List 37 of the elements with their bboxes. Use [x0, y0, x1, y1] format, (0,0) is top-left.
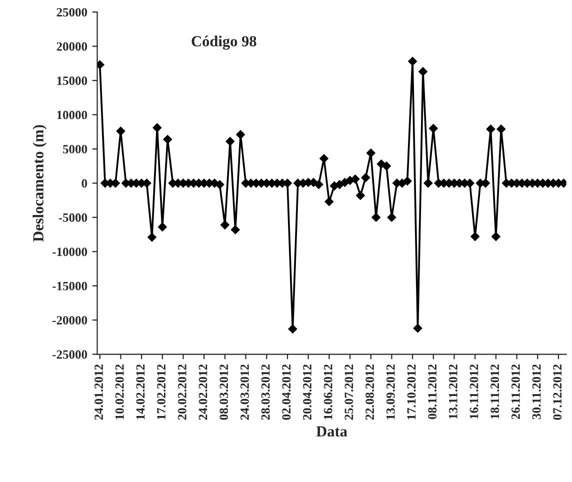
y-tick-label: -15000 [52, 282, 88, 290]
x-tick-label: 25.07.2012 [344, 364, 354, 420]
x-tick-label: 20.04.2012 [303, 364, 312, 420]
x-tick-label: 14.02.2012 [136, 364, 145, 420]
x-tick-label: 13.09.2012 [386, 364, 395, 420]
x-tick-label: 10.02.2012 [115, 364, 124, 420]
x-tick-label: 08.03.2012 [220, 364, 228, 420]
text: Código 98 [192, 36, 256, 50]
y-tick-label: 25000 [56, 8, 88, 17]
x-tick-label: 26.11.2012 [511, 364, 520, 420]
x-tick-label: 28.03.2012 [261, 364, 270, 420]
x-tick-label: 13.11.2012 [448, 364, 458, 419]
y-tick-label: 10000 [57, 110, 88, 120]
x-tick-label: 07.12.2012 [553, 364, 562, 420]
x-tick-label: 20.02.2012 [178, 364, 186, 420]
x-tick-label: 08.11.2012 [428, 364, 437, 420]
x-tick-label: 30.11.2012 [532, 364, 541, 420]
x-tick-label: 16.11.2012 [470, 364, 478, 419]
x-tick-label: 16.06.2012 [324, 364, 332, 420]
y-tick-label: 15000 [57, 76, 88, 85]
y-tick-label: -5000 [58, 213, 88, 222]
y-tick-label: -20000 [52, 316, 88, 325]
x-tick-label: 02.04.2012 [282, 364, 291, 420]
y-axis-title: Deslocamento (m) [32, 125, 47, 242]
y-tick-label: -25000 [52, 350, 88, 359]
x-tick-label: 17.02.2012 [157, 364, 166, 420]
x-axis-title: Data [316, 426, 348, 437]
x-tick-label: 22.08.2012 [366, 364, 374, 420]
x-tick-label: 24.01.2012 [94, 364, 104, 420]
y-tick-label: 0 [82, 179, 88, 188]
x-tick-label: 24.03.2012 [240, 364, 249, 420]
x-tick-label: 17.10.2012 [407, 364, 416, 420]
x-tick-label: 18.11.2012 [490, 364, 500, 419]
x-tick-label: 24.02.2012 [198, 364, 208, 420]
y-tick-label: 5000 [63, 144, 88, 154]
y-tick-label: -10000 [52, 248, 88, 256]
y-tick-label: 20000 [56, 42, 88, 51]
